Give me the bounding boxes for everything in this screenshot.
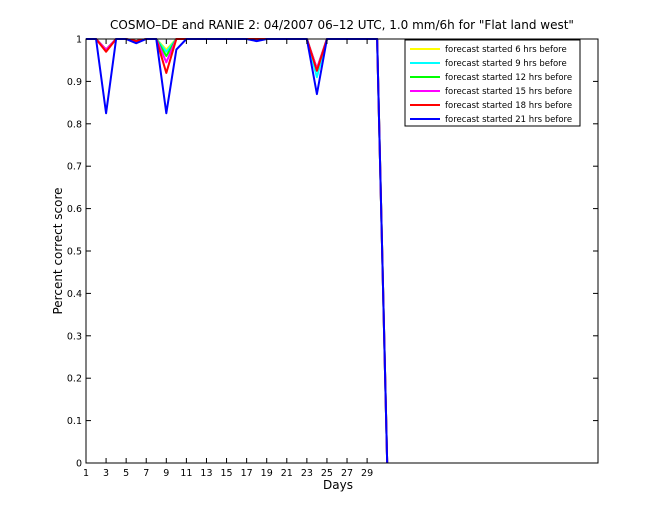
x-tick-label: 3 xyxy=(103,468,109,479)
x-tick-label: 5 xyxy=(123,468,129,479)
legend: forecast started 6 hrs before forecast st… xyxy=(404,39,581,127)
x-tick-label: 7 xyxy=(143,468,149,479)
y-tick-label: 0.8 xyxy=(67,119,82,130)
x-tick-label: 15 xyxy=(221,468,233,479)
y-tick-label: 1 xyxy=(76,35,82,46)
y-tick-label: 0.3 xyxy=(67,331,82,342)
legend-label: forecast started 9 hrs before xyxy=(445,59,567,69)
x-tick-label: 25 xyxy=(321,468,333,479)
y-tick-label: 0.7 xyxy=(67,162,82,173)
x-axis-label: Days xyxy=(323,478,353,492)
y-axis-label: Percent correct score xyxy=(51,187,65,314)
chart-title: COSMO–DE and RANIE 2: 04/2007 06–12 UTC,… xyxy=(110,18,574,32)
y-tick-label: 0.4 xyxy=(67,289,82,300)
x-tick-label: 9 xyxy=(163,468,169,479)
legend-label: forecast started 21 hrs before xyxy=(445,115,572,125)
y-tick-label: 0.2 xyxy=(67,374,82,385)
legend-label: forecast started 12 hrs before xyxy=(445,73,572,83)
y-tick-label: 0.1 xyxy=(67,416,82,427)
x-tick-label: 21 xyxy=(281,468,293,479)
x-tick-label: 23 xyxy=(301,468,313,479)
x-tick-label: 29 xyxy=(361,468,373,479)
x-tick-label: 17 xyxy=(241,468,253,479)
x-tick-label: 19 xyxy=(261,468,273,479)
y-tick-label: 0 xyxy=(76,459,82,470)
legend-label: forecast started 6 hrs before xyxy=(445,45,567,55)
y-tick-label: 0.5 xyxy=(67,247,82,258)
x-tick-label: 11 xyxy=(180,468,192,479)
y-tick-label: 0.6 xyxy=(67,204,82,215)
y-tick-label: 0.9 xyxy=(67,77,82,88)
legend-box xyxy=(404,39,581,127)
x-tick-label: 13 xyxy=(200,468,212,479)
x-tick-label: 27 xyxy=(341,468,353,479)
x-tick-label: 1 xyxy=(83,468,89,479)
legend-label: forecast started 15 hrs before xyxy=(445,87,572,97)
legend-label: forecast started 18 hrs before xyxy=(445,101,572,111)
